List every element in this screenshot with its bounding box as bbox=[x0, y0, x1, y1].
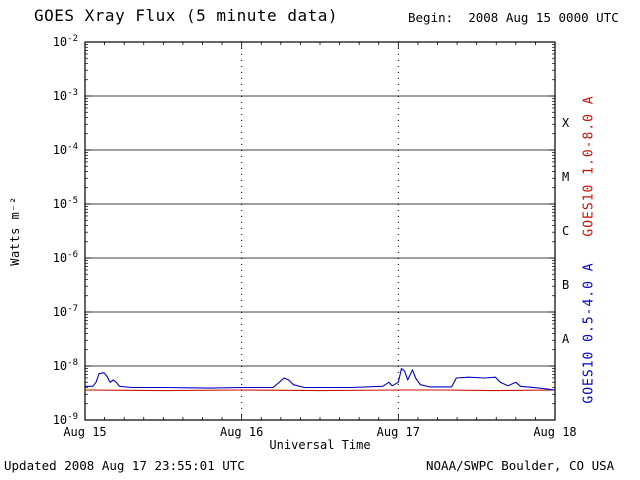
begin-timestamp: Begin: 2008 Aug 15 0000 UTC bbox=[408, 10, 619, 25]
series-line-0 bbox=[84, 389, 556, 392]
flux-class-label: X bbox=[562, 116, 570, 130]
flux-class-label: C bbox=[562, 224, 569, 238]
series-label-long-channel: GOES10 1.0-8.0 A bbox=[581, 95, 597, 237]
y-tick-label: 10-8 bbox=[53, 358, 78, 373]
y-tick-label: 10-3 bbox=[53, 88, 78, 103]
flux-class-label: M bbox=[562, 170, 569, 184]
y-tick-label: 10-5 bbox=[53, 196, 78, 211]
x-tick-label: Aug 15 bbox=[63, 425, 106, 439]
x-tick-label: Aug 18 bbox=[533, 425, 576, 439]
flux-class-label: A bbox=[562, 332, 570, 346]
y-tick-label: 10-4 bbox=[53, 142, 78, 157]
y-tick-label: 10-6 bbox=[53, 250, 78, 265]
series-label-short-channel: GOES10 0.5-4.0 A bbox=[581, 262, 597, 404]
chart-title: GOES Xray Flux (5 minute data) bbox=[34, 6, 338, 25]
y-tick-label: 10-7 bbox=[53, 304, 78, 319]
y-tick-label: 10-2 bbox=[53, 34, 78, 49]
plot-border bbox=[84, 41, 556, 421]
x-axis-label: Universal Time bbox=[269, 438, 371, 452]
series-line-1 bbox=[85, 367, 556, 391]
x-tick-label: Aug 16 bbox=[220, 425, 263, 439]
source-attribution: NOAA/SWPC Boulder, CO USA bbox=[426, 458, 615, 473]
updated-timestamp: Updated 2008 Aug 17 23:55:01 UTC bbox=[4, 458, 245, 473]
flux-class-label: B bbox=[562, 278, 569, 292]
x-tick-label: Aug 17 bbox=[377, 425, 420, 439]
